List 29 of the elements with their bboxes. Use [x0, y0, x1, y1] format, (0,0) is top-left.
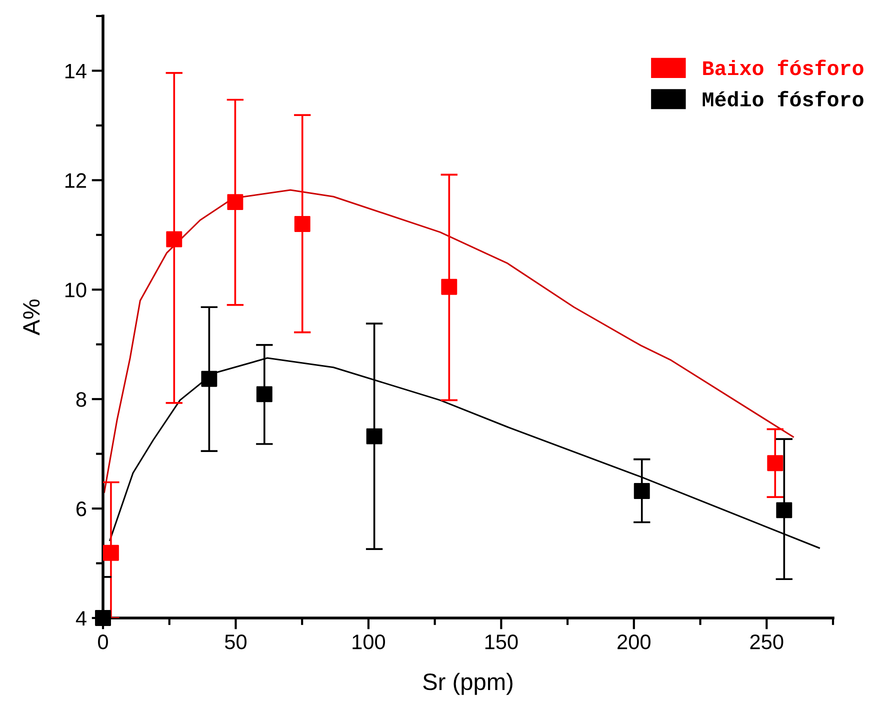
- point: [441, 278, 458, 295]
- point: [102, 544, 119, 561]
- x-tick-label: 200: [618, 634, 650, 650]
- x-tick-label: 0: [98, 634, 108, 650]
- y-axis-title: A%: [23, 299, 40, 336]
- x-axis-title: Sr (ppm): [423, 672, 512, 695]
- x-tick-label: 150: [485, 634, 518, 650]
- y-tick-label: 14: [65, 64, 86, 78]
- y-tick-label: 10: [65, 282, 86, 298]
- x-tick-label: 100: [352, 634, 386, 650]
- point: [767, 455, 784, 472]
- y-tick-label: 8: [76, 392, 86, 407]
- point: [634, 483, 650, 500]
- point: [366, 428, 382, 444]
- point: [776, 502, 792, 518]
- x-tick-label: 250: [750, 634, 784, 650]
- line-series: [104, 189, 794, 493]
- point: [294, 216, 310, 232]
- point: [256, 386, 272, 402]
- point: [201, 370, 218, 387]
- y-tick-label: 4: [76, 611, 86, 626]
- y-tick-label: 6: [76, 502, 86, 516]
- point: [227, 194, 244, 210]
- point: [95, 610, 111, 626]
- legend-label: Baixo fósforo: [703, 60, 864, 76]
- y-tick-label: 12: [65, 173, 86, 188]
- x-tick-label: 50: [224, 634, 246, 650]
- legend-label: Médio fósforo: [702, 90, 864, 106]
- point: [166, 231, 182, 248]
